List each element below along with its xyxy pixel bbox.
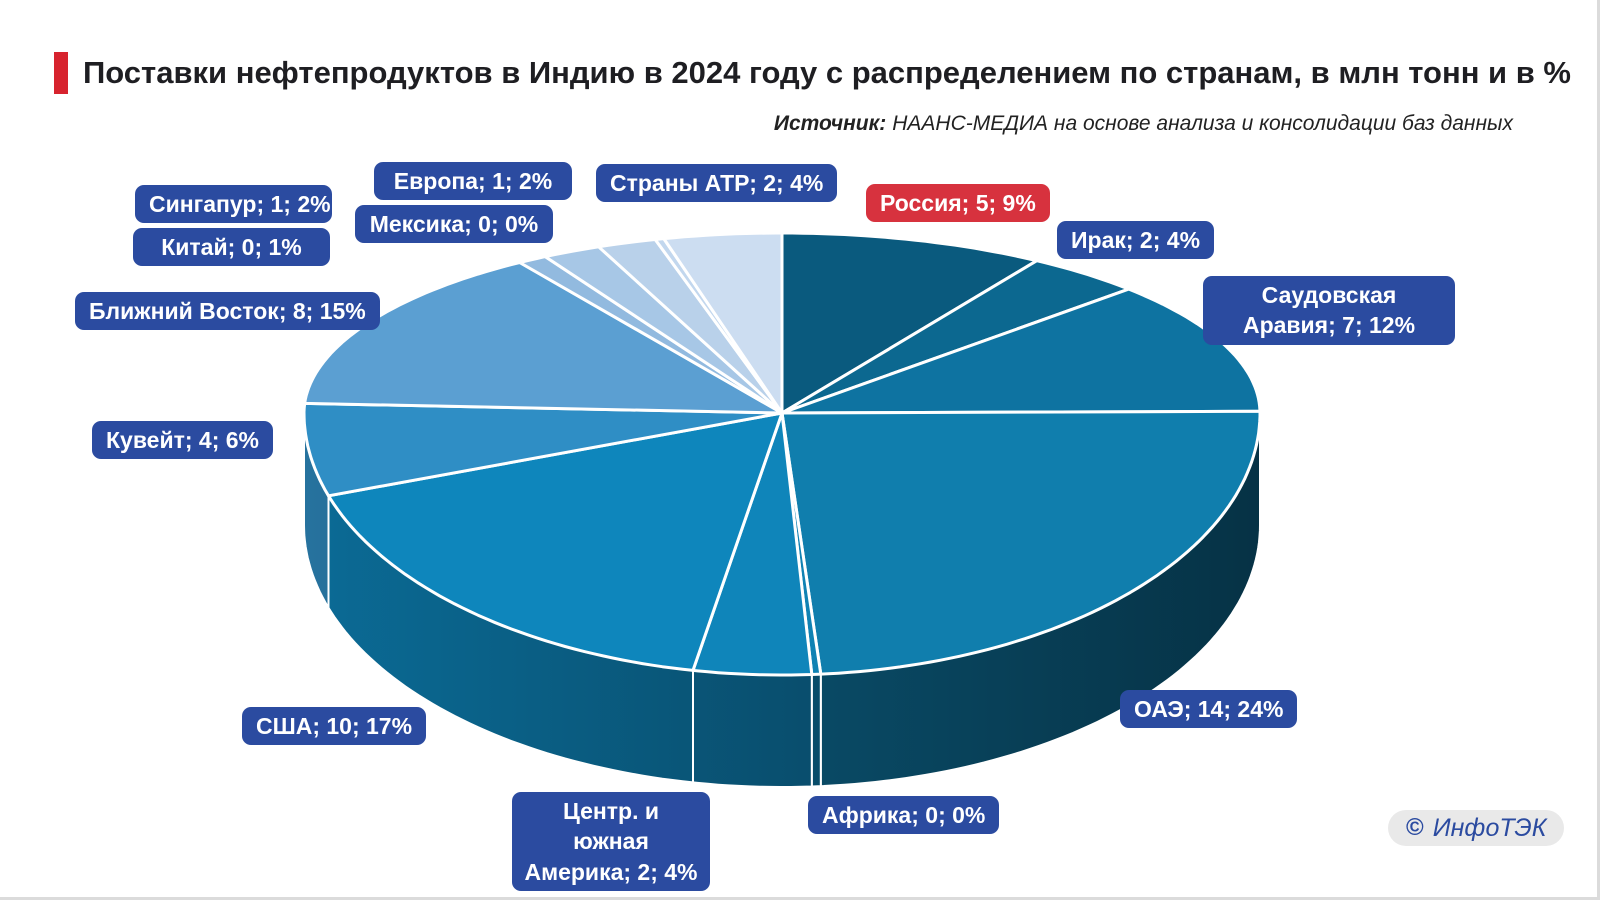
slice-label-europe: Европа; 1; 2% — [374, 162, 572, 201]
slice-label-singapore: Сингапур; 1; 2% — [135, 185, 332, 224]
slice-label-central-south-america: Центр. и южная Америка; 2; 4% — [512, 792, 710, 892]
pie-slice-russia — [780, 231, 1039, 415]
source-line: Источник: НААНС-МЕДИА на основе анализа и… — [774, 112, 1513, 136]
copyright-icon: © — [1406, 814, 1424, 841]
title-block: Поставки нефтепродуктов в Индию в 2024 г… — [54, 52, 1571, 94]
slice-label-usa: США; 10; 17% — [242, 707, 427, 746]
slice-label-uae: ОАЭ; 14; 24% — [1120, 690, 1298, 729]
pie-slice-apr-countries — [662, 231, 784, 415]
pie-slice-singapore — [543, 245, 784, 415]
slice-label-saudi-arabia: Саудовская Аравия; 7; 12% — [1203, 276, 1455, 345]
infotek-logo: © ИнфоТЭК — [1388, 810, 1565, 846]
pie-wall-central-south-america — [692, 669, 813, 788]
pie-slice-iraq — [780, 259, 1131, 415]
pie-slice-uae — [780, 409, 1262, 676]
title-accent-bar — [54, 52, 68, 94]
slice-label-africa: Африка; 0; 0% — [808, 796, 1000, 835]
infotek-text: ИнфоТЭК — [1432, 813, 1547, 842]
pie-slice-kuwait — [302, 401, 784, 498]
chart-title: Поставки нефтепродуктов в Индию в 2024 г… — [83, 55, 1571, 90]
source-text: НААНС-МЕДИА на основе анализа и консолид… — [892, 112, 1513, 135]
pie-slice-europe — [597, 238, 784, 415]
slice-label-mexico: Мексика; 0; 0% — [355, 205, 553, 244]
pie-slice-usa — [327, 411, 784, 672]
pie-slice-central-south-america — [691, 411, 814, 677]
slice-label-kuwait: Кувейт; 4; 6% — [92, 421, 273, 460]
source-label: Источник: — [773, 112, 887, 135]
pie-slice-saudi-arabia — [780, 287, 1262, 415]
slice-label-middle-east: Ближний Восток; 8; 15% — [75, 292, 380, 331]
slice-label-russia: Россия; 5; 9% — [866, 184, 1050, 223]
slice-label-china: Китай; 0; 1% — [133, 228, 330, 267]
slice-label-iraq: Ирак; 2; 4% — [1057, 221, 1215, 260]
slice-label-apr-countries: Страны АТР; 2; 4% — [596, 164, 838, 203]
pie-wall-africa — [810, 673, 822, 788]
